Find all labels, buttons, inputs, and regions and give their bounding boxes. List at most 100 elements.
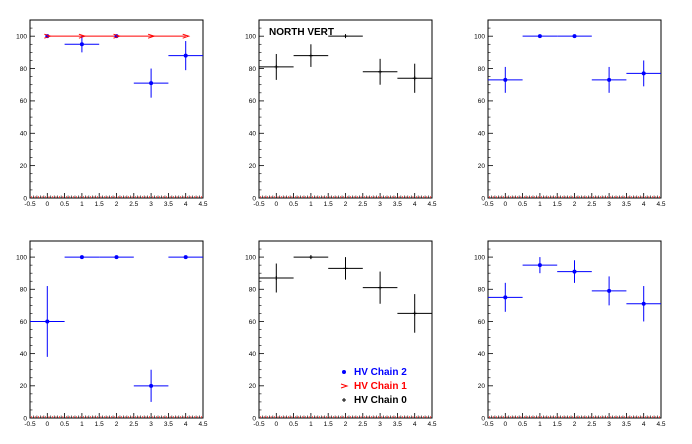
data-point [572,269,577,274]
y-tick-label: 20 [249,383,257,390]
series-chain2 [488,257,661,322]
data-point [343,34,348,39]
y-tick-label: 20 [478,383,486,390]
y-tick-label: 0 [481,415,485,422]
x-tick-label: 1.5 [553,421,562,428]
data-point [537,34,542,39]
x-tick-label: 2.5 [587,201,596,208]
data-point [183,53,188,58]
y-tick-label: 40 [20,351,28,358]
data-point [412,311,417,316]
y-tick-label: 100 [16,33,27,40]
y-tick-label: 100 [474,33,485,40]
x-tick-label: 0 [45,201,49,208]
x-tick-label: 3 [607,201,611,208]
data-point [378,69,383,74]
x-tick-label: 0.5 [60,201,69,208]
x-tick-label: 2 [344,421,348,428]
data-point [147,33,156,39]
x-tick-label: 4.5 [198,201,207,208]
x-tick-label: 3 [378,421,382,428]
data-point [149,383,154,388]
data-point [378,285,383,290]
data-point [308,53,313,58]
y-tick-label: 40 [20,131,28,138]
x-tick-label: 1.5 [95,421,104,428]
data-point [412,76,417,81]
y-tick-label: 80 [478,287,486,294]
x-tick-label: 1.5 [324,421,333,428]
data-point [113,33,122,39]
x-tick-label: 0.5 [289,421,298,428]
y-tick-label: 0 [23,415,27,422]
x-tick-label: 4 [413,201,417,208]
x-tick-label: 4 [642,201,646,208]
x-tick-label: 0 [503,421,507,428]
x-tick-label: 4.5 [656,421,665,428]
y-tick-label: 100 [474,254,485,261]
legend-label: HV Chain 0 [354,395,407,406]
x-tick-label: -0.5 [482,201,494,208]
data-point [44,33,52,39]
y-tick-label: 20 [249,163,257,170]
y-tick-label: 60 [20,98,28,105]
legend-marker [340,383,349,389]
y-tick-label: 80 [249,287,257,294]
data-point [503,77,508,82]
x-tick-label: 1 [80,201,84,208]
x-tick-label: 4.5 [427,421,436,428]
x-tick-label: 3.5 [164,201,173,208]
x-tick-label: -0.5 [253,421,265,428]
series-chain2 [488,34,661,93]
x-tick-label: 3 [149,421,153,428]
data-point [607,288,612,293]
x-tick-label: 1 [80,421,84,428]
data-point [274,64,279,69]
y-tick-label: 60 [249,98,257,105]
x-tick-label: 3.5 [393,201,402,208]
x-tick-label: 1.5 [553,201,562,208]
x-tick-label: 3.5 [393,421,402,428]
y-tick-label: 0 [252,415,256,422]
x-tick-label: 2.5 [129,421,138,428]
plot-frame [29,240,204,419]
y-tick-label: 20 [20,163,28,170]
legend-marker [342,398,346,402]
series-chain0 [259,255,432,333]
y-tick-label: 60 [249,319,257,326]
legend-marker [342,370,346,374]
x-tick-label: 2.5 [358,201,367,208]
x-tick-label: 4 [184,421,188,428]
x-tick-label: 3.5 [622,201,631,208]
data-point [572,34,577,39]
data-point [79,42,84,47]
data-point [641,71,646,76]
x-tick-label: 0.5 [518,201,527,208]
y-tick-label: 20 [20,383,28,390]
x-tick-label: 0.5 [60,421,69,428]
data-point [183,255,188,260]
x-tick-label: 3 [607,421,611,428]
data-point [503,295,508,300]
data-point [308,255,313,260]
x-tick-label: 4.5 [427,201,436,208]
legend-label: HV Chain 1 [354,381,407,392]
x-tick-label: 2 [573,421,577,428]
x-tick-label: 0 [45,421,49,428]
x-tick-label: 0 [503,201,507,208]
data-point [78,33,87,39]
y-tick-label: 100 [245,33,256,40]
y-tick-label: 0 [481,195,485,202]
x-tick-label: 1 [309,421,313,428]
y-tick-label: 60 [478,319,486,326]
panel-title: NORTH VERT [269,27,334,38]
data-point [274,276,279,281]
y-tick-label: 0 [252,195,256,202]
x-tick-label: 2 [115,421,119,428]
